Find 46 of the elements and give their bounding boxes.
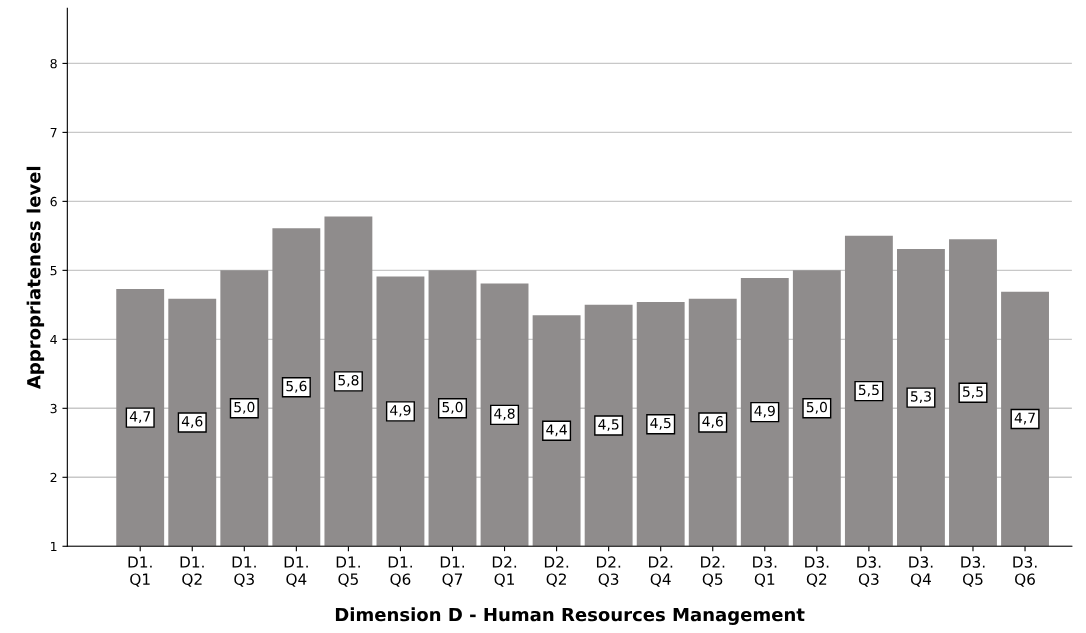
y-tick-label: 7 [50, 128, 57, 138]
data-label: 4,7 [1014, 412, 1035, 425]
x-tick-label: D1. Q4 [284, 556, 308, 587]
y-tick-label: 1 [51, 541, 57, 552]
x-tick-label: D3. Q4 [909, 556, 933, 587]
x-tick-label: D3. Q2 [805, 556, 829, 587]
x-tick-label: D3. Q1 [753, 556, 777, 587]
x-tick-label: D3. Q6 [1013, 556, 1037, 587]
x-tick-label: D2. Q4 [649, 556, 673, 587]
data-label: 4,6 [702, 415, 723, 428]
data-label: 4,5 [598, 419, 619, 432]
x-tick-label: D3. Q3 [857, 556, 881, 587]
data-label: 4,7 [129, 411, 151, 424]
data-label: 4,9 [390, 404, 411, 417]
data-label: 5,0 [234, 401, 255, 414]
x-tick-label: D2. Q3 [596, 556, 621, 587]
x-tick-label: D1. Q1 [128, 556, 152, 587]
y-tick-label: 3 [50, 403, 57, 414]
x-tick-label: D2. Q1 [492, 556, 517, 587]
x-tick-label: D1. Q3 [232, 556, 256, 587]
data-label: 5,5 [858, 384, 879, 397]
y-tick-label: 5 [50, 265, 57, 276]
x-tick-label: D1. Q2 [180, 556, 204, 587]
y-axis-title: Appropriateness level [26, 166, 45, 390]
data-label: 5,8 [338, 374, 359, 387]
data-label: 5,5 [963, 386, 983, 399]
x-axis-title: Dimension D - Human Resources Management [335, 607, 805, 625]
data-label: 5,6 [286, 380, 307, 393]
data-label: 4,4 [546, 424, 567, 437]
data-label: 4,8 [494, 408, 515, 421]
x-tick-label: D2. Q2 [544, 556, 569, 587]
y-tick-label: 6 [50, 196, 57, 207]
data-label: 5,0 [806, 401, 827, 414]
data-label: 4,5 [650, 417, 671, 430]
x-tick-label: D3. Q5 [961, 556, 985, 587]
data-label: 4,9 [754, 405, 775, 418]
x-tick-label: D2. Q5 [701, 556, 725, 587]
y-tick-label: 8 [50, 58, 57, 69]
x-tick-label: D1. Q7 [440, 556, 465, 587]
y-tick-label: 4 [50, 334, 57, 345]
y-tick-label: 2 [50, 472, 57, 483]
data-label: 5,3 [910, 391, 931, 404]
x-tick-label: D1. Q5 [336, 556, 360, 587]
x-tick-label: D1. Q6 [388, 556, 412, 587]
data-label: 4,6 [181, 415, 203, 428]
data-label: 5,0 [442, 401, 463, 414]
